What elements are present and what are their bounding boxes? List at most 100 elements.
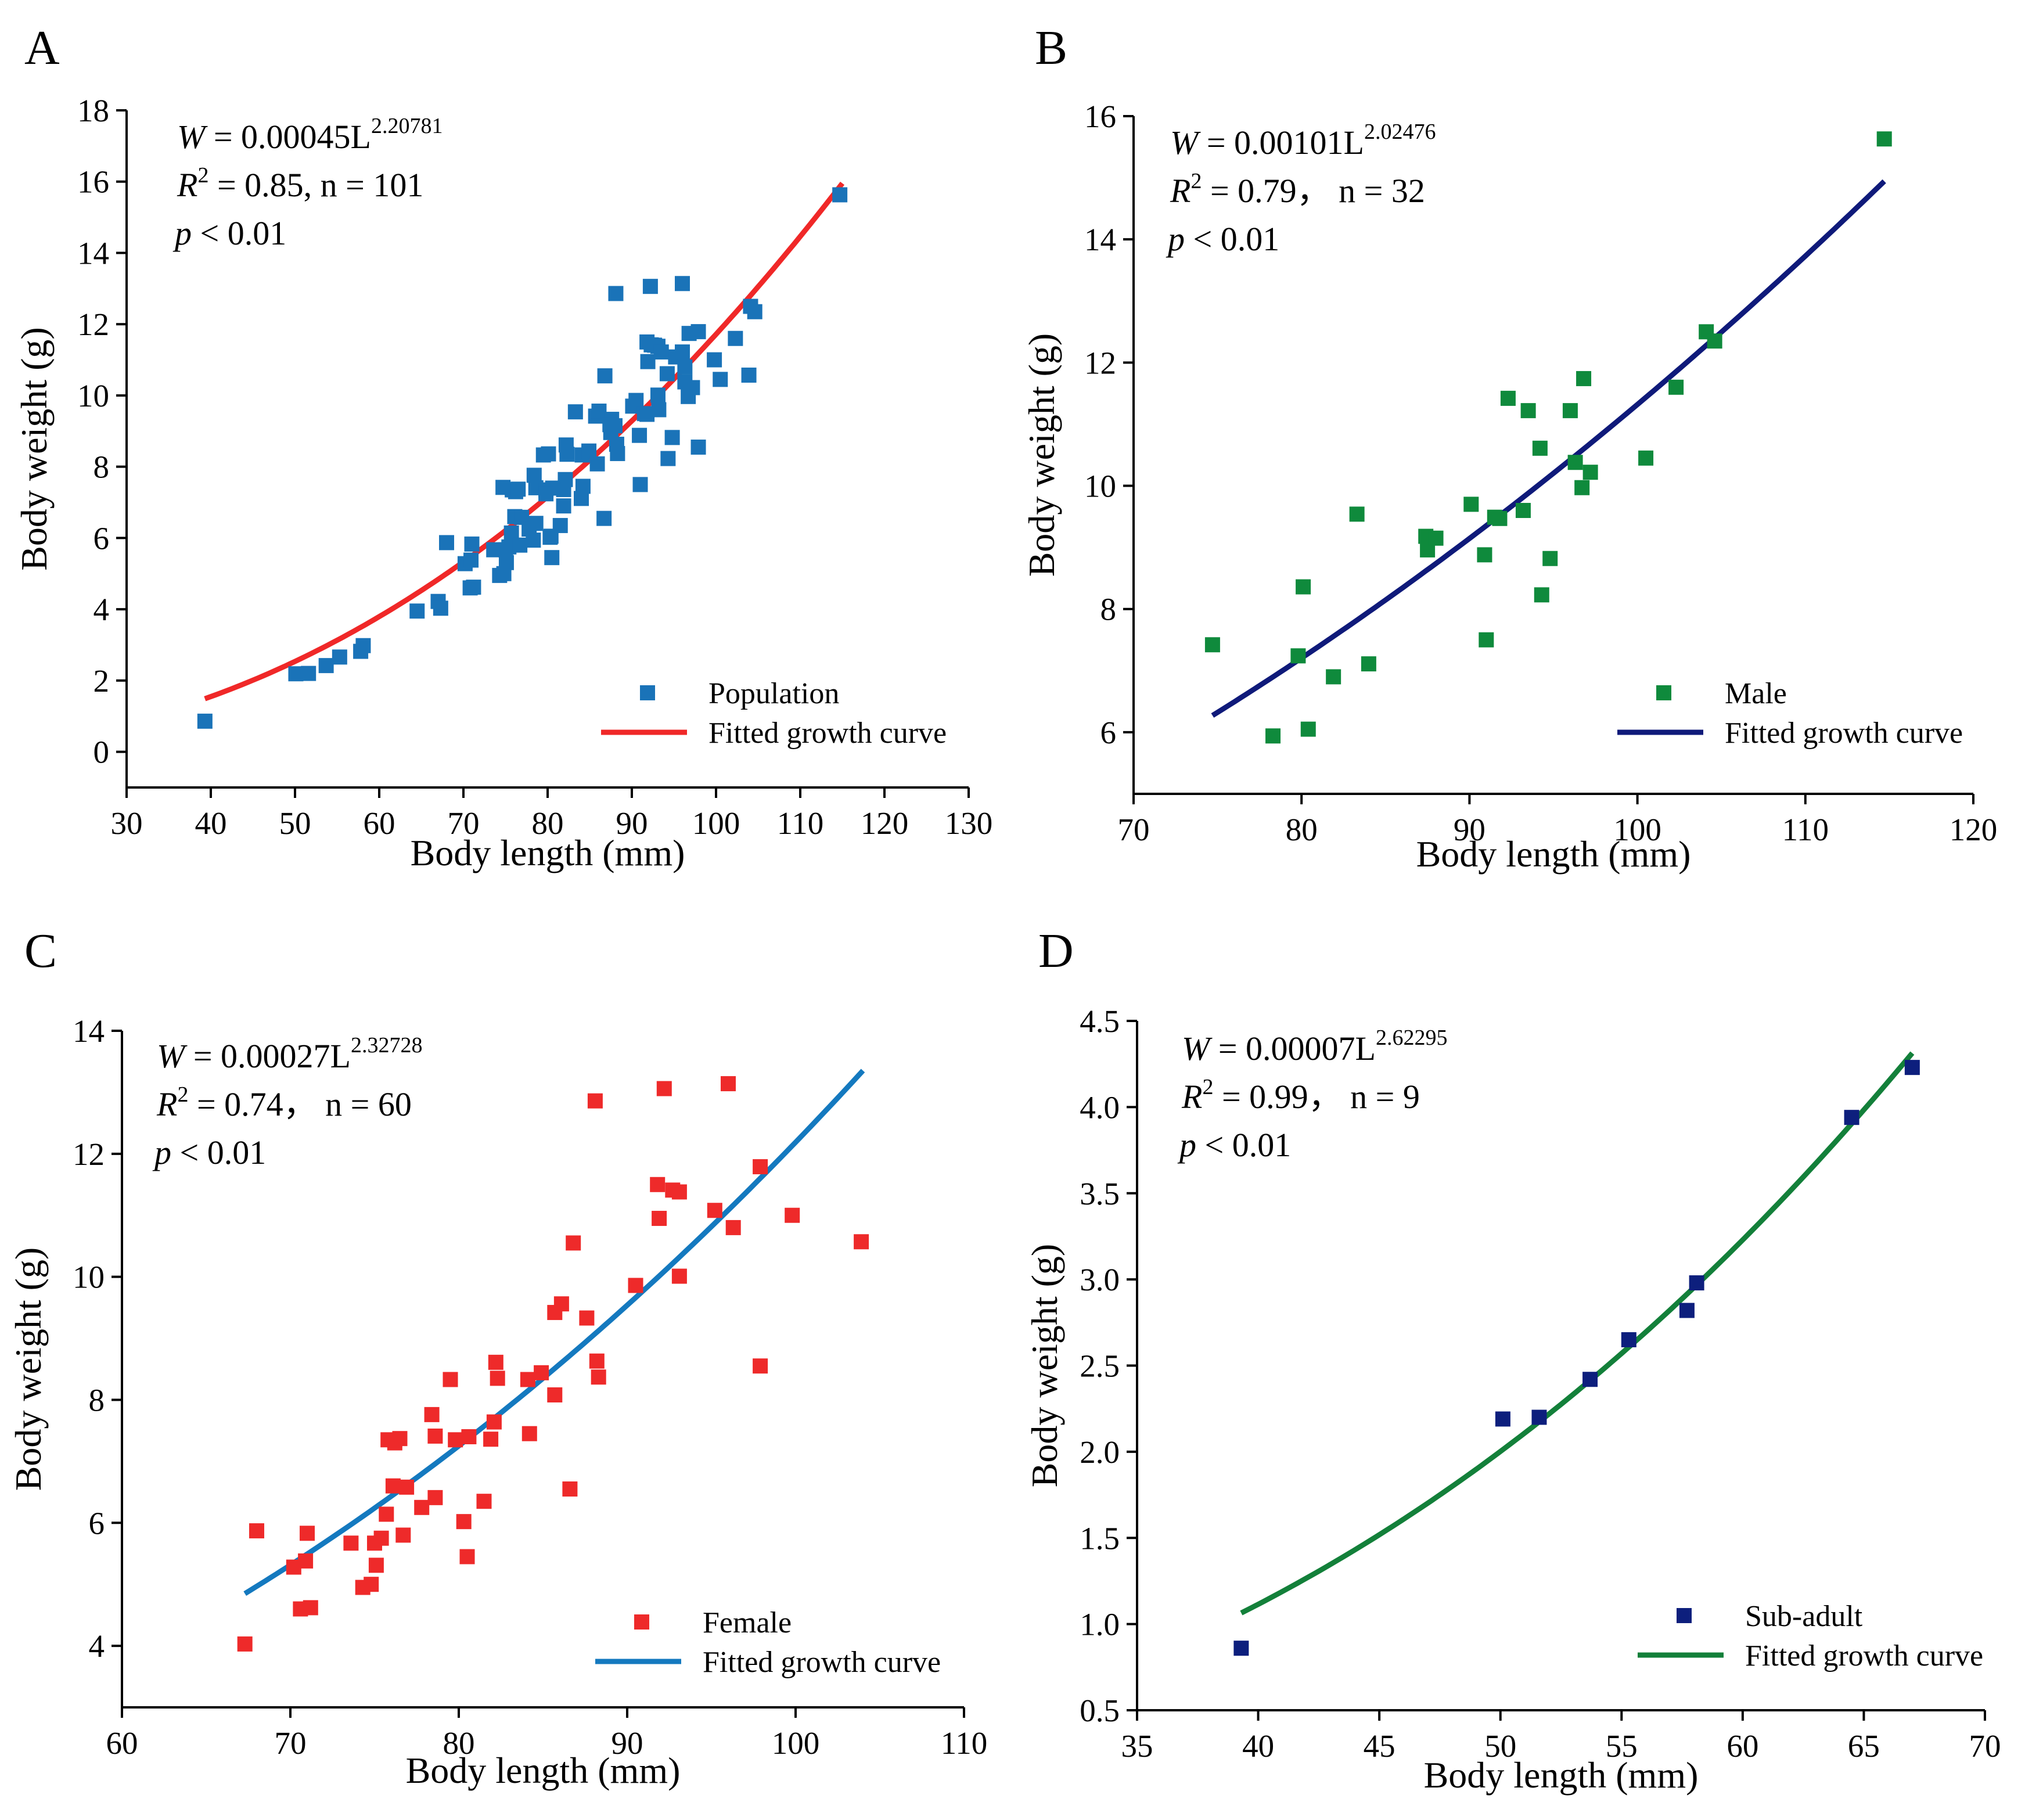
x-tick-label: 90 [616, 805, 648, 841]
data-point [1707, 333, 1722, 349]
data-point [589, 456, 605, 472]
p-value-text: p < 0.01 [1177, 1126, 1291, 1164]
data-point [1542, 551, 1558, 566]
data-point [608, 286, 624, 301]
data-point [1638, 450, 1654, 466]
equation-block: W = 0.00101L2.02476 R2 = 0.79， n = 32 p < … [1166, 120, 1436, 258]
y-tick-label: 16 [1084, 99, 1116, 134]
data-point [664, 430, 680, 445]
x-tick-label: 80 [443, 1725, 475, 1761]
data-point [424, 1407, 440, 1422]
r2-text: R2 = 0.74， n = 60 [156, 1082, 412, 1123]
data-point [675, 344, 690, 360]
x-tick-label: 110 [777, 805, 823, 841]
legend-points-label: Female [703, 1606, 792, 1639]
x-tick-label: 100 [772, 1725, 820, 1761]
data-point [490, 1371, 505, 1386]
fitted-curve [204, 181, 845, 702]
data-point [547, 1387, 563, 1402]
data-point [433, 600, 448, 616]
data-point [534, 1365, 549, 1380]
data-point [854, 1234, 869, 1250]
data-point [526, 533, 541, 548]
y-tick-label: 3.5 [1080, 1176, 1120, 1211]
data-point [392, 1431, 408, 1447]
legend-points-label: Male [1725, 677, 1787, 710]
data-point [671, 1184, 687, 1200]
panel-letter: C [24, 924, 57, 978]
data-point [1495, 1411, 1510, 1427]
legend-points-marker [640, 685, 655, 700]
data-point [409, 603, 425, 619]
data-point [379, 1506, 394, 1522]
legend: Female Fitted growth curve [595, 1606, 941, 1679]
y-tick-label: 14 [73, 1013, 105, 1049]
x-tick-label: 120 [1950, 812, 1998, 847]
data-point [1574, 480, 1590, 495]
x-tick-label: 90 [612, 1725, 643, 1761]
data-point [1532, 440, 1548, 456]
data-point [650, 1177, 666, 1192]
x-tick-label: 50 [279, 805, 311, 841]
data-point [1290, 648, 1306, 664]
data-point [463, 552, 479, 568]
panel-c: C 60 70 80 90 100 110 4 6 8 10 12 14 Body length (mm)… [8, 924, 987, 1791]
r2-text: R2 = 0.85, n = 101 [177, 163, 423, 204]
data-point [298, 1553, 314, 1569]
data-point [562, 1481, 578, 1497]
y-tick-label: 12 [77, 307, 109, 342]
data-point [443, 1372, 458, 1387]
data-point [690, 439, 706, 455]
legend: Sub-adult Fitted growth curve [1638, 1600, 1983, 1672]
data-point [1300, 721, 1316, 737]
equation-text: W = 0.00027L2.32728 [157, 1033, 422, 1075]
data-point [832, 187, 848, 203]
data-point [652, 1211, 667, 1226]
data-point [656, 1081, 672, 1096]
x-tick-label: 70 [1118, 812, 1150, 847]
p-value-text: p < 0.01 [172, 214, 286, 252]
equation-block: W = 0.00045L2.20781 R2 = 0.85, n = 101 p <… [172, 114, 443, 252]
data-point [1679, 1303, 1695, 1318]
data-point [476, 1494, 492, 1509]
data-point [597, 368, 613, 384]
y-tick-label: 8 [93, 449, 110, 485]
data-point [1582, 465, 1598, 480]
data-point [579, 1310, 595, 1326]
data-point [1576, 371, 1592, 386]
x-tick-label: 55 [1606, 1728, 1638, 1764]
data-point [707, 1203, 722, 1218]
data-point [498, 555, 514, 570]
y-tick-label: 3.0 [1080, 1262, 1120, 1297]
y-tick-label: 10 [73, 1260, 105, 1295]
data-point [427, 1490, 443, 1505]
x-tick-label: 120 [861, 805, 909, 841]
data-point [512, 537, 528, 553]
y-tick-label: 2 [93, 663, 110, 699]
data-point [414, 1499, 430, 1515]
x-tick-label: 90 [1454, 812, 1486, 847]
data-point [725, 1220, 741, 1235]
data-point [1326, 669, 1341, 685]
data-point [1844, 1110, 1859, 1125]
data-point [461, 1429, 477, 1444]
y-tick-label: 8 [1100, 592, 1117, 627]
data-point [1349, 506, 1365, 522]
data-point [659, 366, 675, 382]
fitted-curve [243, 1069, 865, 1596]
x-tick-label: 70 [1969, 1728, 2001, 1764]
data-point [1668, 379, 1684, 395]
y-tick-label: 0 [93, 735, 110, 770]
fitted-curve [1240, 1051, 1915, 1616]
data-point [249, 1523, 264, 1539]
x-tick-label: 70 [275, 1725, 307, 1761]
data-point [1582, 1372, 1598, 1387]
data-point [628, 1278, 643, 1293]
data-point [488, 1354, 503, 1370]
data-point [553, 1296, 569, 1312]
data-point [753, 1159, 768, 1175]
data-point [1296, 579, 1311, 595]
x-tick-label: 60 [106, 1725, 138, 1761]
panel-b: B 70 80 90 100 110 120 6 8 10 12 14 16 Body length (m… [1021, 21, 1997, 875]
